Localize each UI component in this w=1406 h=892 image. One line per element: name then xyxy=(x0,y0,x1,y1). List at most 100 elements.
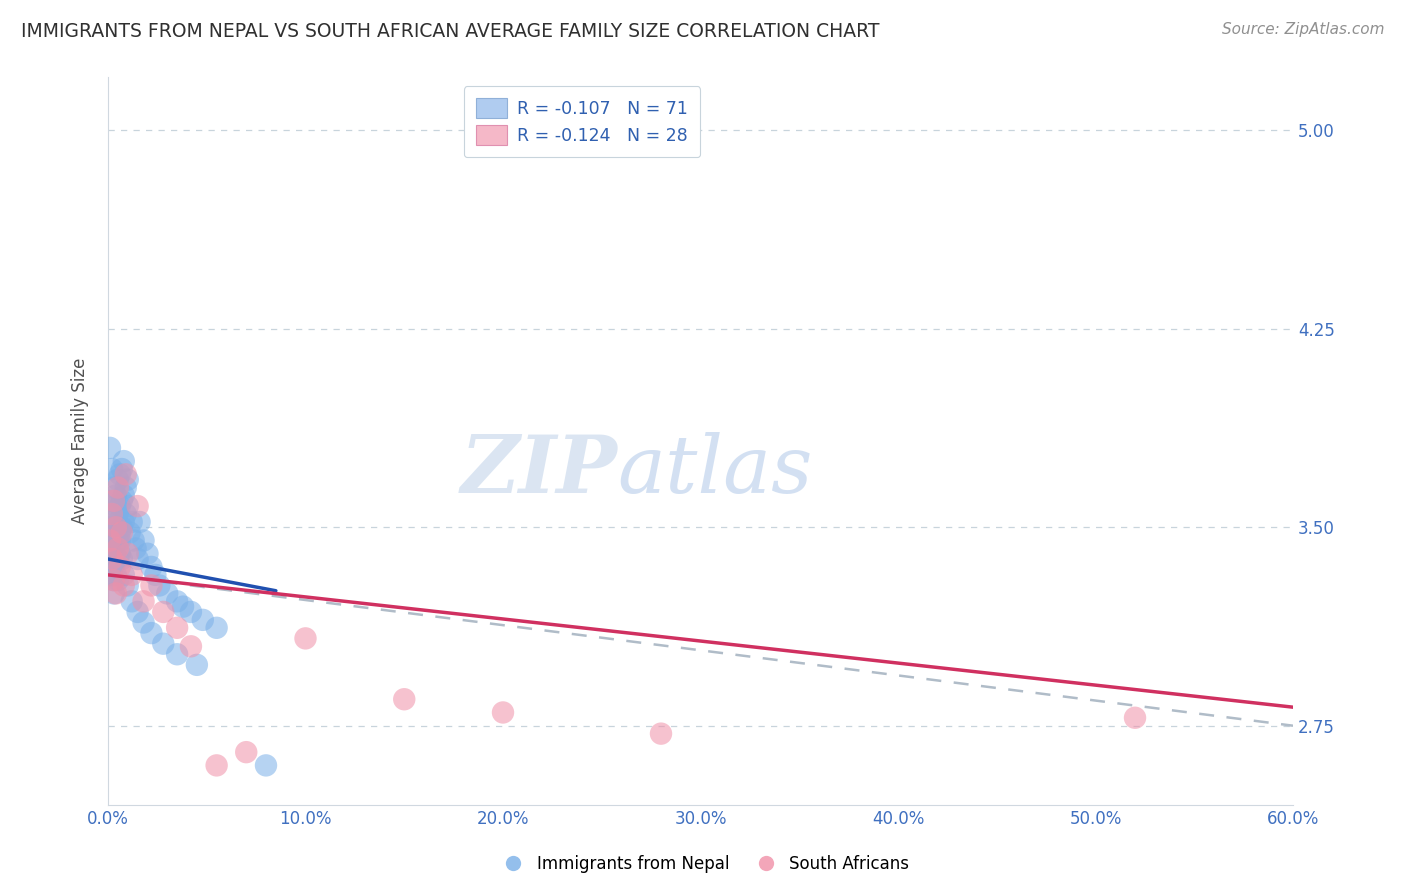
Point xyxy=(108,560,131,574)
Point xyxy=(111,525,134,540)
Y-axis label: Average Family Size: Average Family Size xyxy=(72,358,89,524)
Text: IMMIGRANTS FROM NEPAL VS SOUTH AFRICAN AVERAGE FAMILY SIZE CORRELATION CHART: IMMIGRANTS FROM NEPAL VS SOUTH AFRICAN A… xyxy=(21,22,880,41)
Point xyxy=(114,507,136,521)
Point xyxy=(114,481,136,495)
Point xyxy=(98,441,121,455)
Point xyxy=(101,567,124,582)
Point xyxy=(141,578,163,592)
Point xyxy=(132,594,155,608)
Point xyxy=(103,541,125,556)
Point xyxy=(127,499,149,513)
Point xyxy=(103,586,125,600)
Point xyxy=(186,657,208,672)
Point xyxy=(166,647,188,661)
Point xyxy=(107,515,129,529)
Legend: R = -0.107   N = 71, R = -0.124   N = 28: R = -0.107 N = 71, R = -0.124 N = 28 xyxy=(464,87,700,158)
Point xyxy=(141,560,163,574)
Point xyxy=(98,547,121,561)
Point xyxy=(101,552,124,566)
Point xyxy=(148,578,170,592)
Point xyxy=(235,745,257,759)
Point xyxy=(121,567,143,582)
Point xyxy=(108,467,131,482)
Point xyxy=(107,573,129,587)
Point xyxy=(107,533,129,548)
Point xyxy=(98,520,121,534)
Point xyxy=(107,541,129,556)
Point xyxy=(103,493,125,508)
Point xyxy=(112,578,135,592)
Point xyxy=(118,525,141,540)
Point xyxy=(107,552,129,566)
Point xyxy=(111,552,134,566)
Point xyxy=(104,567,127,582)
Point xyxy=(104,586,127,600)
Point xyxy=(136,547,159,561)
Point xyxy=(132,533,155,548)
Point xyxy=(122,533,145,548)
Point xyxy=(394,692,416,706)
Point xyxy=(103,525,125,540)
Point xyxy=(1123,711,1146,725)
Point xyxy=(104,488,127,502)
Point xyxy=(117,578,139,592)
Point xyxy=(294,632,316,646)
Point xyxy=(104,520,127,534)
Point xyxy=(650,726,672,740)
Point xyxy=(104,520,127,534)
Point xyxy=(103,507,125,521)
Point xyxy=(128,515,150,529)
Point xyxy=(254,758,277,772)
Legend: Immigrants from Nepal, South Africans: Immigrants from Nepal, South Africans xyxy=(491,848,915,880)
Point xyxy=(108,533,131,548)
Point xyxy=(141,626,163,640)
Text: atlas: atlas xyxy=(617,432,813,509)
Point xyxy=(104,552,127,566)
Point xyxy=(156,586,179,600)
Point xyxy=(166,594,188,608)
Point xyxy=(166,621,188,635)
Point xyxy=(121,515,143,529)
Point xyxy=(205,758,228,772)
Point xyxy=(117,499,139,513)
Point xyxy=(101,493,124,508)
Point xyxy=(180,605,202,619)
Point xyxy=(101,552,124,566)
Point xyxy=(101,507,124,521)
Point xyxy=(112,515,135,529)
Point xyxy=(152,605,174,619)
Point xyxy=(114,467,136,482)
Point xyxy=(205,621,228,635)
Point xyxy=(124,541,146,556)
Point xyxy=(112,488,135,502)
Point xyxy=(127,552,149,566)
Point xyxy=(111,493,134,508)
Point xyxy=(112,567,135,582)
Point xyxy=(103,573,125,587)
Point xyxy=(98,533,121,548)
Point xyxy=(111,520,134,534)
Point xyxy=(107,473,129,487)
Text: Source: ZipAtlas.com: Source: ZipAtlas.com xyxy=(1222,22,1385,37)
Point xyxy=(104,499,127,513)
Point xyxy=(117,473,139,487)
Point xyxy=(172,599,194,614)
Point xyxy=(107,481,129,495)
Point xyxy=(103,481,125,495)
Point xyxy=(104,536,127,550)
Point xyxy=(145,567,167,582)
Point xyxy=(492,706,515,720)
Point xyxy=(111,462,134,476)
Point xyxy=(108,525,131,540)
Point xyxy=(107,507,129,521)
Point xyxy=(127,605,149,619)
Point xyxy=(98,560,121,574)
Point xyxy=(121,594,143,608)
Point xyxy=(101,462,124,476)
Text: ZIP: ZIP xyxy=(461,432,617,509)
Point xyxy=(108,499,131,513)
Point xyxy=(112,454,135,468)
Point xyxy=(180,640,202,654)
Point xyxy=(108,547,131,561)
Point xyxy=(132,615,155,630)
